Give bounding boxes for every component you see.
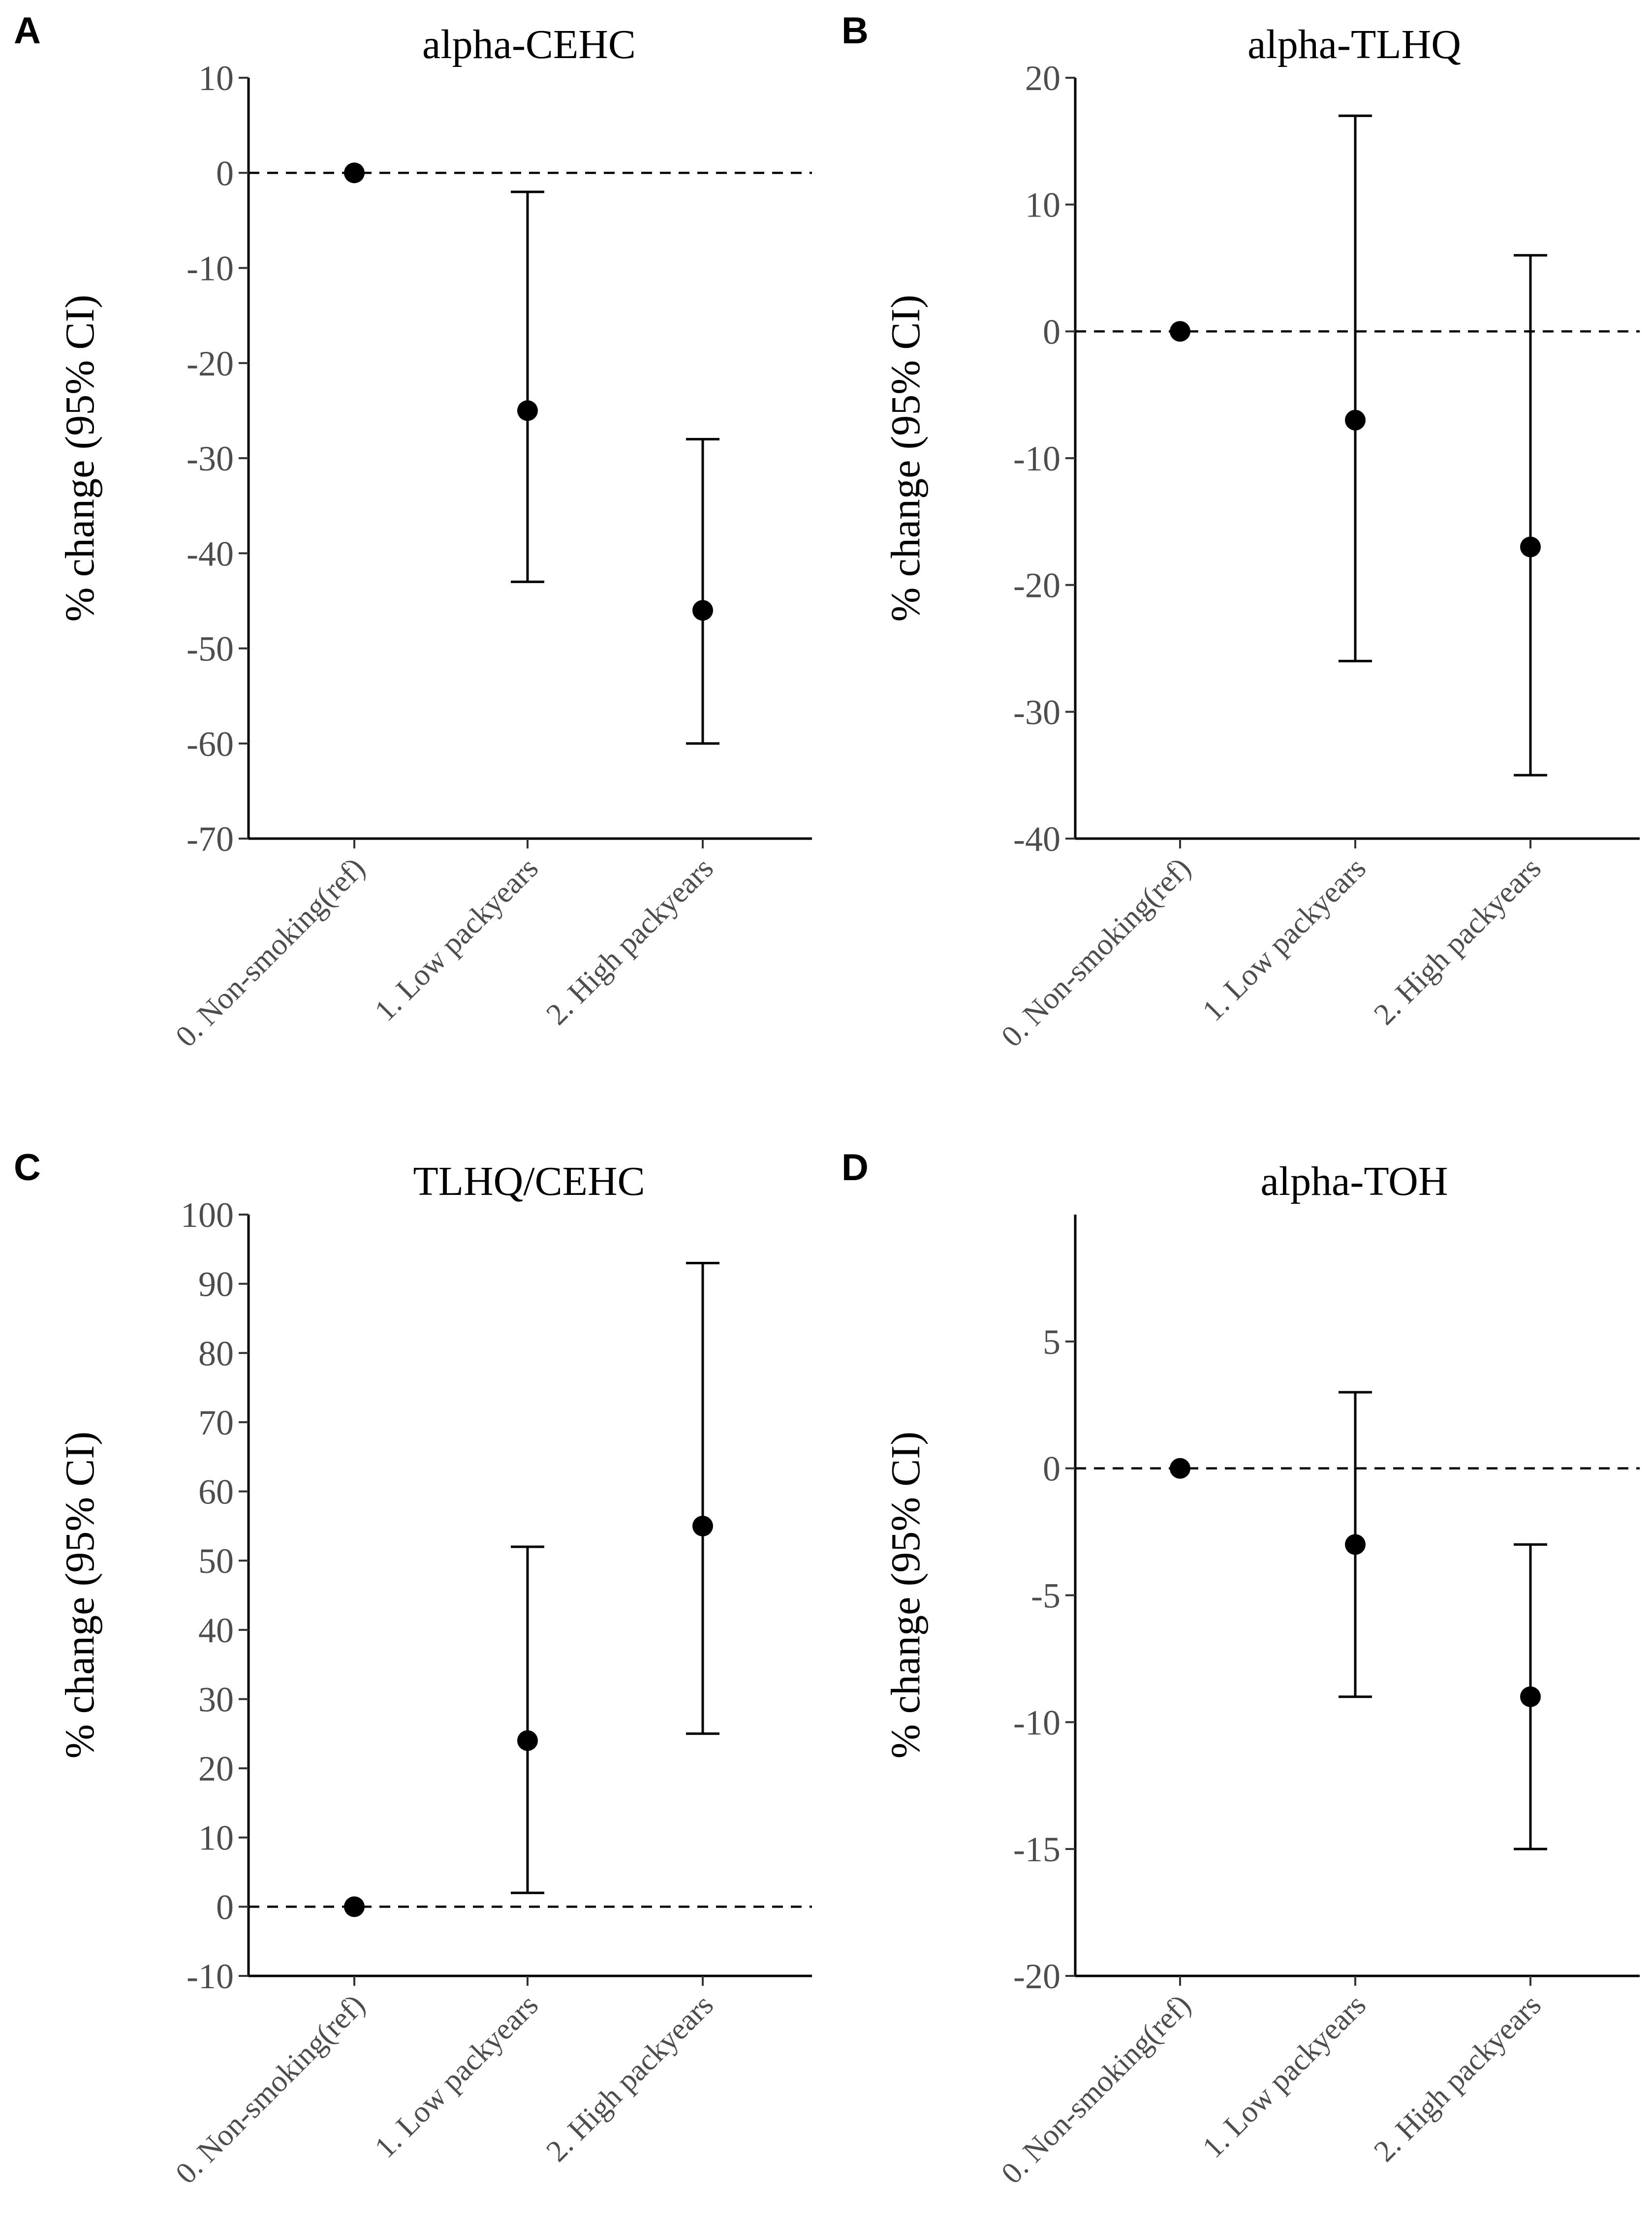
y-axis-label: % change (95% CI) [883,295,929,622]
y-tick-label: 5 [1043,1322,1060,1362]
y-tick-label: -50 [187,629,234,669]
x-tick-label: 1. Low packyears [368,851,545,1028]
data-point [517,1730,538,1751]
y-tick-label: 80 [198,1334,234,1373]
y-tick-label: 0 [1043,1449,1060,1489]
panel-letter-c: C [14,1147,41,1189]
y-tick-label: -20 [1013,1957,1060,1996]
data-point [692,600,713,621]
x-tick-label: 0. Non-smoking(ref) [169,851,372,1054]
x-tick-label: 2. High packyears [1368,851,1548,1032]
y-tick-label: -20 [1013,566,1060,605]
y-tick-label: -15 [1013,1830,1060,1869]
y-tick-label: 30 [198,1680,234,1719]
panel-letter-b: B [842,10,869,52]
x-tick-label: 1. Low packyears [368,1988,545,2165]
x-tick-label: 0. Non-smoking(ref) [995,851,1197,1054]
y-tick-label: -10 [1013,439,1060,478]
x-tick-label: 2. High packyears [540,851,720,1032]
y-tick-label: 100 [181,1195,234,1235]
data-point [1170,1458,1190,1479]
y-tick-label: 60 [198,1472,234,1512]
data-point [1345,409,1366,431]
y-tick-label: 0 [216,154,234,193]
x-tick-label: 0. Non-smoking(ref) [169,1988,372,2190]
chart-title: alpha-CEHC [422,22,636,67]
data-point [1520,1686,1541,1707]
y-tick-label: 90 [198,1265,234,1304]
y-axis-label: % change (95% CI) [57,295,103,622]
y-axis-label: % change (95% CI) [57,1432,103,1759]
y-tick-label: -60 [187,724,234,764]
y-tick-label: 20 [198,1749,234,1788]
x-tick-label: 2. High packyears [540,1988,720,2168]
y-axis-label: % change (95% CI) [883,1432,929,1759]
y-tick-label: -10 [187,1957,234,1996]
y-tick-label: -40 [187,534,234,573]
panel-letter-a: A [14,10,41,52]
y-tick-label: 0 [216,1887,234,1927]
y-tick-label: 10 [198,1818,234,1858]
y-tick-label: 0 [1043,312,1060,351]
y-tick-label: -70 [187,819,234,859]
data-point [692,1515,713,1536]
data-point [1345,1534,1366,1555]
y-tick-label: -5 [1031,1576,1060,1616]
data-point [344,1896,365,1917]
chart-title: TLHQ/CEHC [413,1158,645,1204]
data-point [1170,321,1190,342]
data-point [517,400,538,421]
x-tick-label: 0. Non-smoking(ref) [995,1988,1197,2190]
panel-letter-d: D [842,1147,869,1189]
y-tick-label: -10 [187,249,234,288]
y-tick-label: 40 [198,1611,234,1650]
y-tick-label: 20 [1025,59,1060,98]
y-tick-label: -30 [1013,692,1060,732]
y-tick-label: 70 [198,1403,234,1442]
panel-c: C TLHQ/CEHC% change (95% CI)1009080706050… [14,1147,812,2190]
y-tick-label: 50 [198,1541,234,1581]
x-tick-label: 2. High packyears [1368,1988,1548,2168]
y-tick-label: -10 [1013,1703,1060,1742]
y-tick-label: 10 [1025,186,1060,225]
chart-title: alpha-TOH [1261,1158,1448,1204]
data-point [344,162,365,184]
y-tick-label: -30 [187,439,234,478]
x-tick-label: 1. Low packyears [1196,1988,1372,2165]
y-tick-label: -20 [187,344,234,383]
y-tick-label: 10 [198,59,234,98]
y-tick-label: -40 [1013,819,1060,859]
chart-title: alpha-TLHQ [1247,22,1461,67]
data-point [1520,536,1541,558]
x-tick-label: 1. Low packyears [1196,851,1372,1028]
